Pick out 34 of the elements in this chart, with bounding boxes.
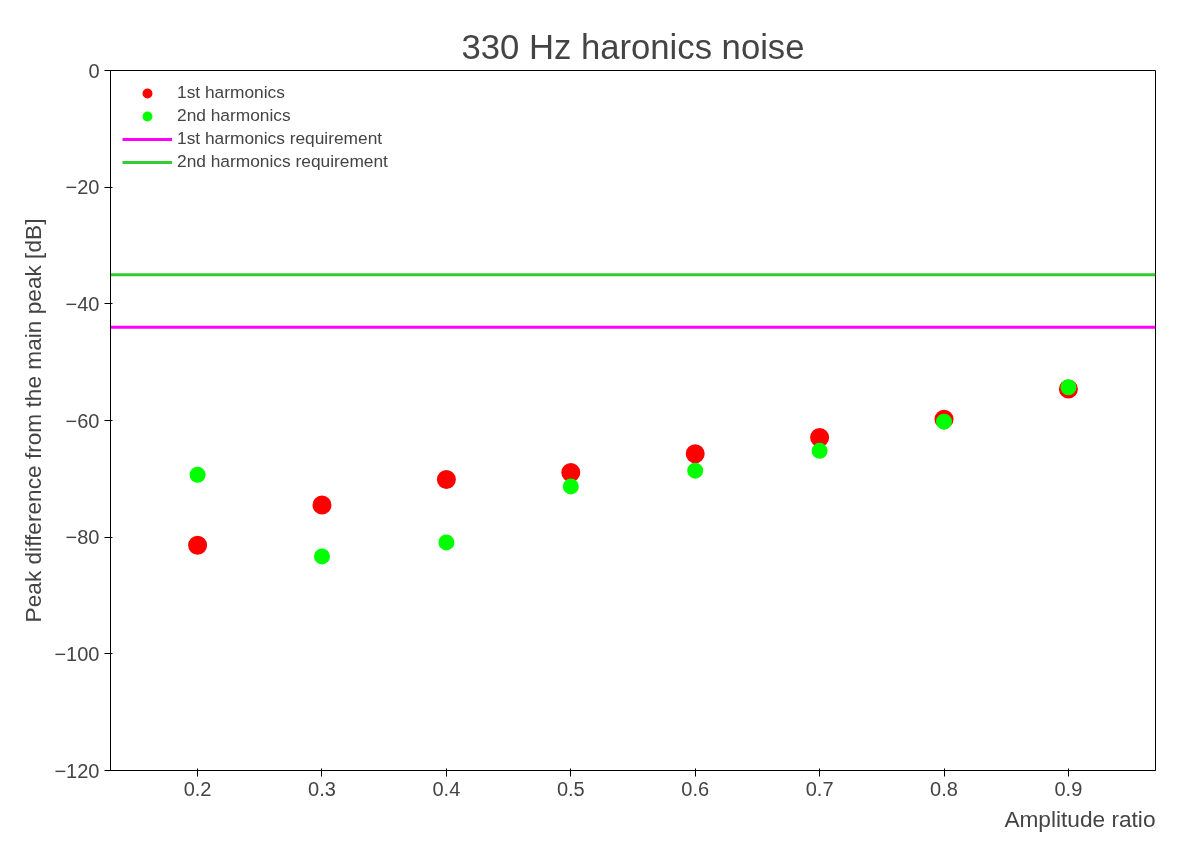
x-tick-label: 0.4: [432, 777, 461, 800]
x-axis-title: Amplitude ratio: [1004, 805, 1156, 832]
point: [687, 462, 704, 479]
x-tick-label: 0.8: [930, 777, 958, 800]
y-tick-label: −40: [65, 292, 100, 315]
y-tick-label: −120: [54, 759, 100, 782]
point: [438, 534, 455, 551]
legend-label: 1st harmonics requirement: [177, 128, 383, 149]
point: [562, 478, 579, 495]
x-tick-label: 0.2: [183, 777, 212, 800]
y-tick-label: −100: [54, 642, 100, 665]
y-tick-label: 0: [88, 59, 100, 82]
point: [561, 462, 581, 482]
y-axis-title: Peak difference from the main peak [dB]: [20, 218, 47, 623]
x-tick-label: 0.9: [1054, 777, 1083, 800]
point: [811, 442, 828, 459]
point: [189, 466, 206, 483]
x-tick-label: 0.7: [805, 777, 834, 800]
point: [685, 444, 705, 464]
x-tick-label: 0.5: [556, 777, 585, 800]
point: [810, 427, 830, 447]
x-tick-label: 0.3: [308, 777, 336, 800]
legend-label: 1st harmonics: [177, 82, 285, 103]
chart-title: 330 Hz haronics noise: [461, 27, 805, 66]
y-tick-label: −20: [65, 176, 100, 199]
point: [436, 469, 456, 489]
point: [313, 548, 330, 565]
legend-label: 2nd harmonics requirement: [177, 151, 388, 172]
point: [312, 495, 332, 515]
y-tick-label: −80: [65, 526, 100, 549]
point: [188, 535, 208, 555]
y-tick-label: −60: [65, 409, 100, 432]
legend-label: 2nd harmonics: [177, 105, 291, 126]
x-tick-label: 0.6: [681, 777, 710, 800]
